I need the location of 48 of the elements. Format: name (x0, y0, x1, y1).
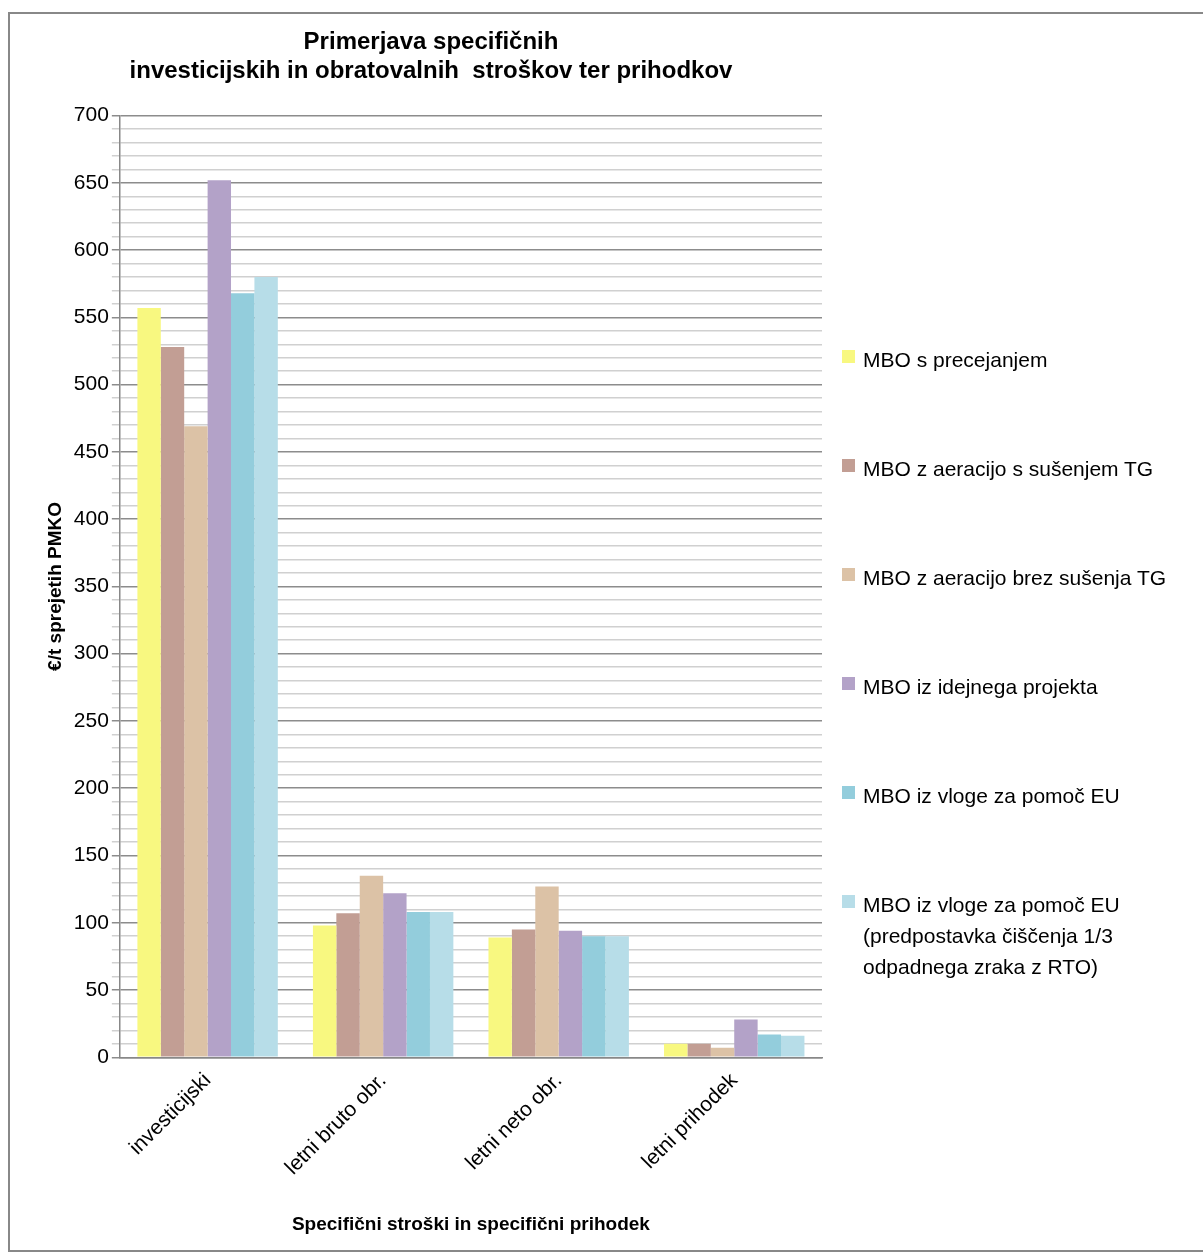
legend-label: MBO s precejanjem (863, 347, 1048, 373)
y-tick-label: 400 (73, 505, 109, 529)
y-tick-label: 300 (73, 640, 109, 664)
y-tick-label: 500 (73, 371, 109, 395)
bar (535, 886, 559, 1057)
bar (312, 925, 337, 1057)
bar (254, 277, 278, 1057)
y-tick-label: 250 (73, 707, 109, 731)
chart-title: Primerjava specifičnih investicijskih in obratovalnih stroškov ter prihodkov (129, 27, 734, 83)
legend-label: MBO iz vloge za pomoč EU (863, 783, 1120, 809)
bar (488, 937, 512, 1057)
y-tick-label: 650 (73, 169, 109, 193)
y-tick-label: 200 (73, 775, 109, 799)
bar (781, 1035, 805, 1057)
bar (137, 307, 161, 1057)
legend-label: MBO iz vloge za pomoč EU (predpostavka čiščenja 1/3 odpadnega zraka z RTO) (863, 892, 1121, 980)
bar (336, 913, 360, 1057)
bar (734, 1019, 758, 1057)
bar (160, 346, 185, 1057)
bar (710, 1047, 735, 1057)
y-tick-label: 150 (73, 842, 109, 866)
legend-label: MBO iz idejnega projekta (863, 674, 1098, 700)
y-tick-label: 50 (85, 976, 109, 1000)
bar (429, 911, 454, 1057)
bar (207, 180, 232, 1057)
y-tick-label: 0 (97, 1044, 109, 1068)
y-tick-label: 100 (73, 909, 109, 933)
bar (558, 930, 583, 1057)
bar (605, 936, 629, 1057)
bar (511, 929, 536, 1057)
bar (582, 936, 606, 1057)
y-tick-label: 550 (73, 304, 109, 328)
y-axis-title: €/t sprejetih PMKO (43, 501, 65, 671)
bar (664, 1043, 688, 1057)
bar (757, 1034, 782, 1057)
bar (406, 911, 430, 1057)
bar (687, 1043, 711, 1057)
x-axis-title: Specifični stroški in specifični prihodek (291, 1212, 651, 1234)
bar (231, 293, 255, 1057)
y-tick-label: 700 (73, 102, 109, 126)
y-tick-label: 450 (73, 438, 109, 462)
bar (184, 426, 208, 1057)
legend-label: MBO z aeracijo s sušenjem TG (863, 456, 1154, 482)
legend-label: MBO z aeracijo brez sušenja TG (863, 565, 1167, 591)
bar (383, 893, 407, 1057)
y-tick-label: 600 (73, 236, 109, 260)
bar (359, 875, 384, 1057)
y-tick-label: 350 (73, 573, 109, 597)
